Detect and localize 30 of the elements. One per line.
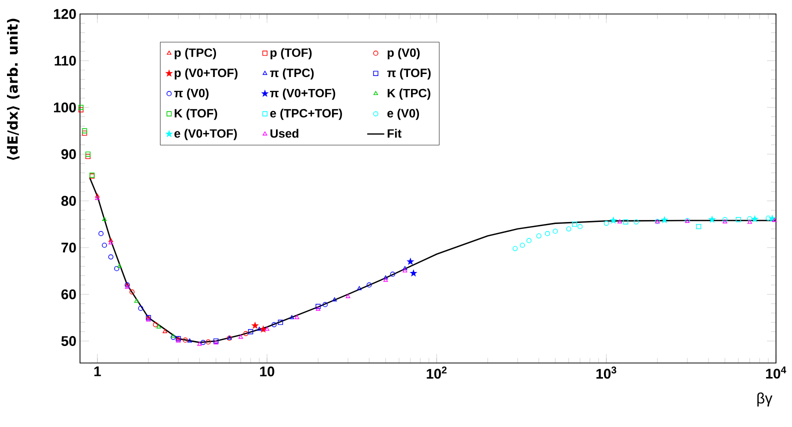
y-tick-label: 110 [54,56,76,66]
x-tick-label: 10$^{3}$ [596,366,616,379]
legend-label: p (V0) [388,48,420,60]
legend-label: Fit [388,128,402,138]
y-tick-label: 80 [61,196,76,206]
x-tick-label: 1 [94,366,101,376]
legend-label: p (TPC) [174,48,216,60]
x-axis-title: βγ [757,392,772,406]
legend-label: π (TOF) [387,68,431,80]
y-tick-label: 60 [61,289,76,300]
legend-label: π (TPC) [270,68,314,80]
x-tick-label: 10$^{4}$ [766,366,786,379]
legend-label: p (V0+TOF) [174,68,238,80]
x-tick-label: 10$^{2}$ [426,366,447,379]
legend-label: e (TPC+TOF) [270,108,342,120]
legend-label: e (V0+TOF) [174,128,237,140]
legend-label: K (TOF) [174,108,218,120]
legend-label: e (V0) [387,108,420,120]
legend-label: K (TPC) [388,88,430,100]
y-tick-label: 90 [61,149,76,160]
y-axis-title: ⟨dE/dx⟩ (arb. unit) [6,18,20,160]
legend-label: Used [270,128,298,138]
y-tick-label: 50 [61,336,76,346]
legend-label: π (V0) [174,88,209,100]
y-tick-label: 100 [54,102,76,112]
y-tick-label: 120 [54,9,76,19]
x-tick-label: 10 [260,366,274,376]
legend-label: p (TOF) [270,48,312,60]
y-tick-label: 70 [62,242,76,253]
legend-label: π (V0+TOF) [270,88,336,100]
